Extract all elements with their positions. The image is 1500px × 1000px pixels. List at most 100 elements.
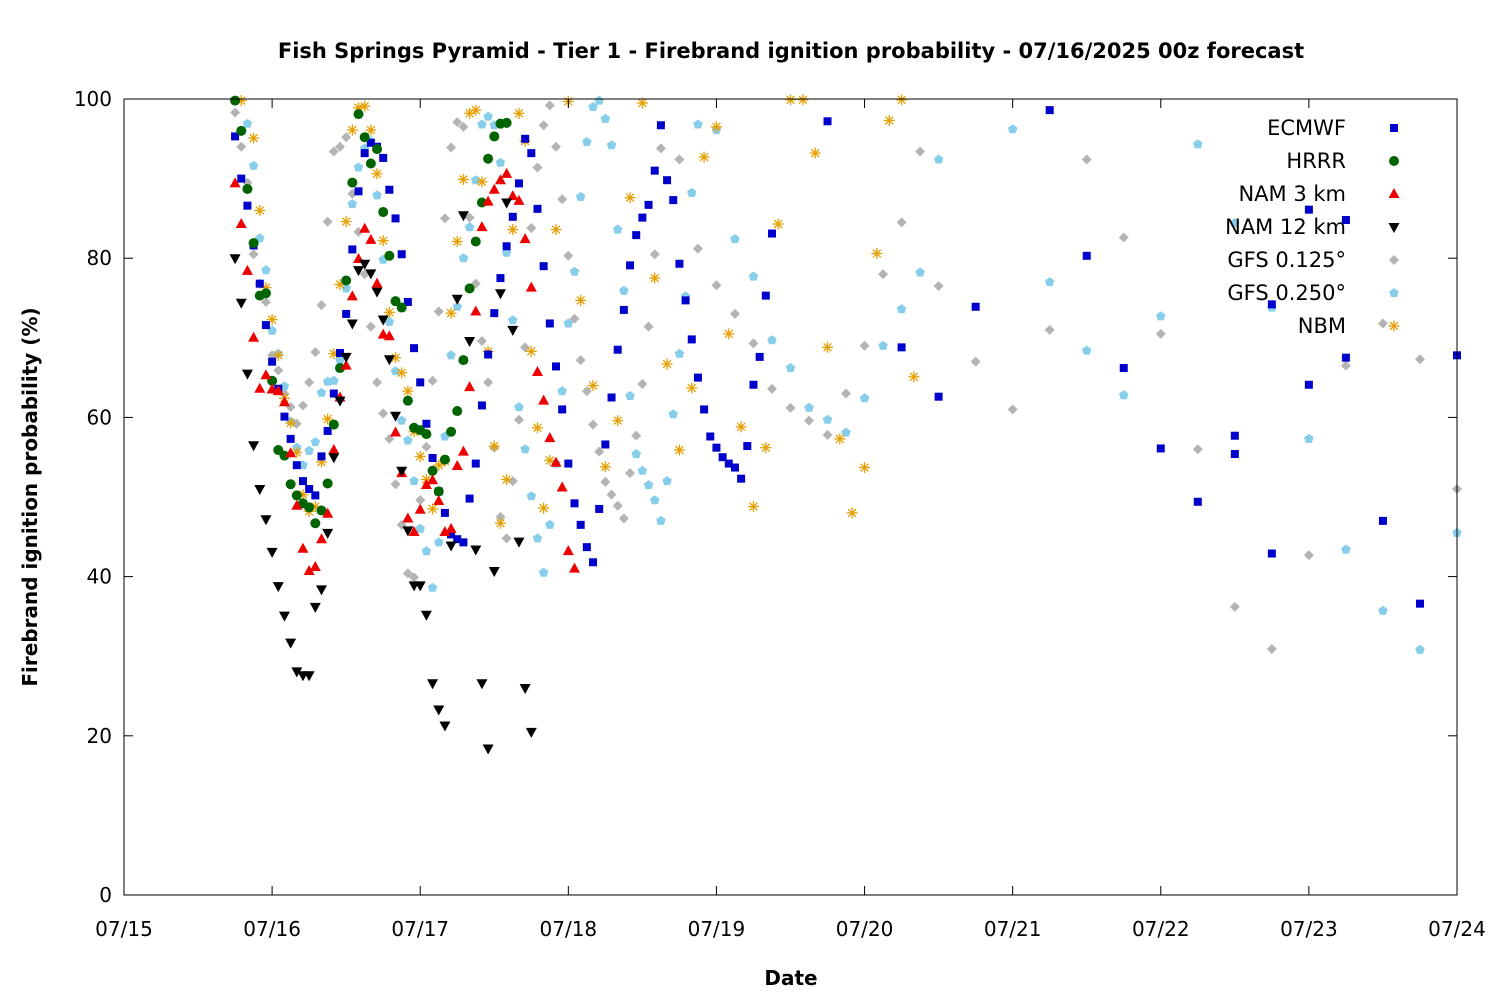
data-point [496, 274, 505, 283]
data-point [366, 138, 375, 147]
data-point [372, 377, 383, 388]
data-point [878, 340, 888, 350]
asterisk-stroke [576, 296, 586, 305]
data-point [1340, 360, 1351, 371]
data-point [347, 177, 358, 188]
data-point [569, 266, 580, 276]
data-point [433, 705, 445, 716]
y-tick-label: 40 [87, 565, 112, 589]
data-point [229, 177, 241, 188]
data-point [687, 335, 696, 344]
data-point [379, 153, 388, 162]
asterisk-stroke [428, 504, 437, 514]
asterisk-stroke [452, 237, 462, 246]
data-point [625, 390, 635, 400]
asterisk-stroke [255, 206, 265, 215]
asterisk-stroke [533, 423, 542, 433]
data-point [743, 442, 752, 451]
data-point [612, 500, 623, 511]
data-point [661, 358, 673, 370]
axis-ticks: 07/15 07/16 07/17 07/18 07/19 07/20 07/21 07/22… [74, 87, 1486, 941]
data-point [971, 302, 980, 311]
data-point [650, 495, 660, 505]
data-point [476, 176, 488, 188]
asterisk-stroke [539, 503, 548, 513]
data-point [527, 149, 536, 158]
data-point [618, 513, 629, 524]
data-point [673, 444, 685, 456]
data-point [427, 582, 438, 592]
data-point [390, 479, 401, 490]
data-point [1341, 544, 1351, 554]
data-point [871, 247, 883, 259]
data-point [809, 147, 821, 159]
data-point [470, 236, 481, 247]
series-nam-3-km [229, 167, 581, 576]
data-point [767, 335, 777, 345]
data-point [372, 144, 383, 155]
legend-marker [1388, 223, 1400, 233]
data-point [254, 382, 266, 393]
data-point [656, 121, 665, 130]
data-point [1044, 277, 1055, 287]
data-point [409, 476, 419, 486]
data-point [427, 503, 439, 515]
legend-marker [1389, 288, 1399, 297]
data-point [735, 421, 747, 433]
legend-label: NAM 12 km [1225, 215, 1346, 239]
asterisk-stroke [385, 307, 394, 317]
data-point [248, 441, 260, 452]
data-point [495, 511, 506, 522]
data-point [575, 355, 586, 366]
series-hrrr [230, 95, 512, 529]
data-point [748, 338, 759, 349]
asterisk-stroke [391, 353, 400, 363]
data-point [255, 279, 264, 288]
data-point [340, 216, 352, 228]
data-point [724, 459, 733, 468]
data-point [439, 454, 450, 465]
data-point [632, 231, 641, 240]
data-point [520, 342, 531, 353]
data-point [636, 97, 648, 109]
data-point [1007, 124, 1018, 134]
data-point [427, 375, 438, 386]
data-point [823, 117, 832, 126]
data-point [285, 479, 296, 490]
data-point [681, 296, 690, 305]
data-point [557, 386, 567, 396]
data-point [606, 489, 617, 500]
data-point [513, 537, 525, 548]
data-point [1230, 450, 1239, 459]
asterisk-stroke [489, 441, 499, 451]
data-point [883, 114, 895, 126]
data-point [644, 200, 653, 209]
data-point [322, 478, 333, 489]
data-point [285, 638, 297, 649]
data-point [359, 100, 371, 112]
data-point [241, 369, 253, 380]
asterisk-stroke [773, 219, 783, 229]
data-point [502, 242, 511, 251]
data-point [1341, 215, 1350, 224]
data-point [235, 298, 247, 309]
data-point [834, 433, 846, 445]
data-point [260, 369, 272, 380]
data-point [785, 94, 796, 106]
data-point [544, 100, 555, 111]
data-point [446, 350, 456, 360]
data-point [476, 679, 488, 690]
data-point [507, 325, 519, 336]
data-point [1303, 550, 1314, 561]
data-point [414, 581, 426, 592]
data-point [915, 267, 925, 277]
data-point [1415, 644, 1425, 654]
asterisk-stroke [496, 518, 505, 528]
data-point [278, 611, 290, 622]
data-point [280, 412, 289, 421]
data-point [655, 143, 666, 154]
data-point [464, 222, 475, 232]
data-point [383, 306, 395, 318]
data-point [804, 415, 815, 426]
